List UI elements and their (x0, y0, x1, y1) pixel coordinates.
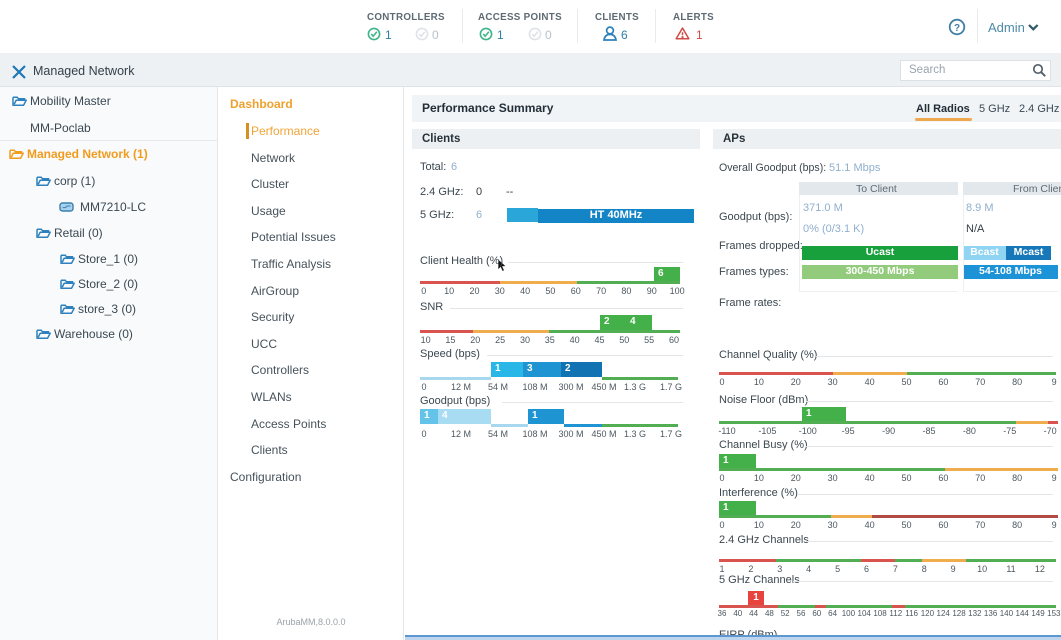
svg-text:?: ? (954, 23, 960, 34)
